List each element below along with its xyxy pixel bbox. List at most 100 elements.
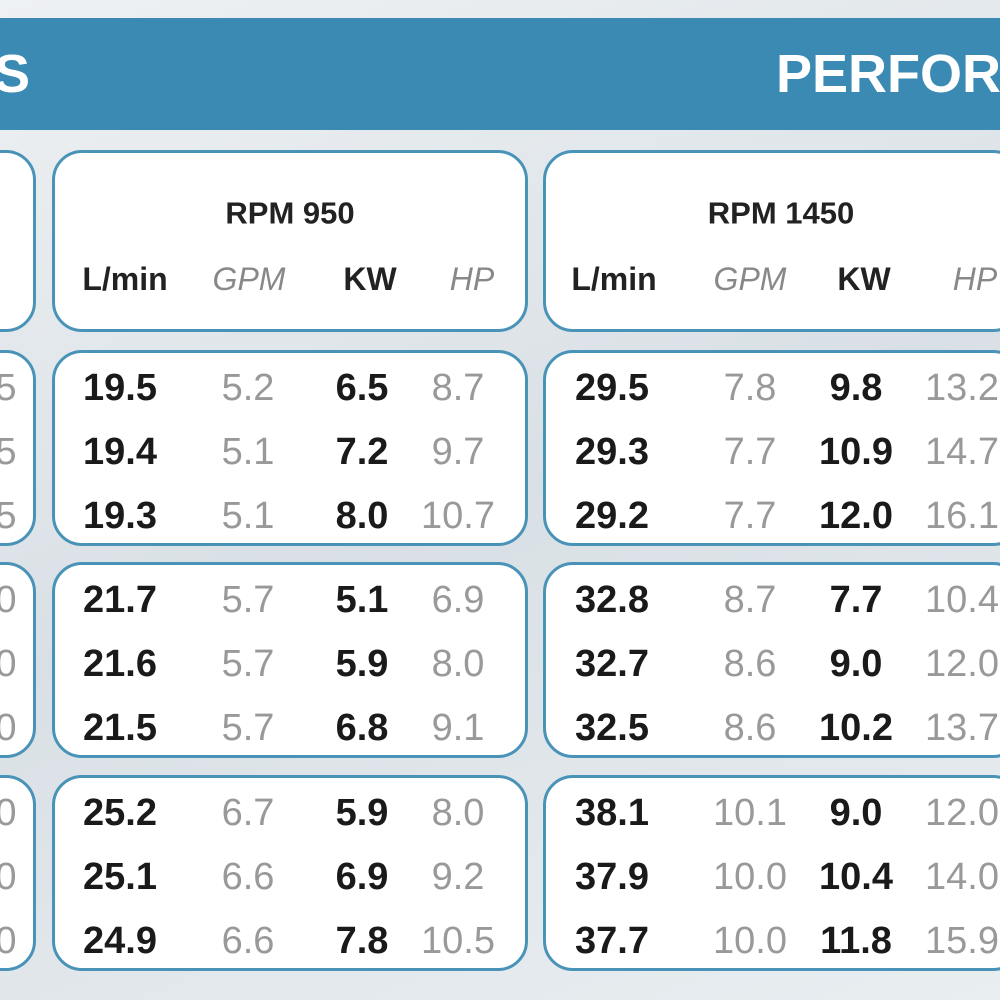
cell: 7.8 [723, 367, 777, 409]
cell: 37.7 [575, 920, 649, 962]
header-right: PERFOR [776, 44, 1000, 104]
column-header: L/min [571, 261, 657, 297]
cell: 10.4 [925, 579, 999, 621]
cell-fragment: 0 [0, 856, 17, 898]
cell: 38.1 [575, 792, 649, 834]
header-box [52, 150, 528, 332]
cell: 13.2 [925, 367, 999, 409]
header-bar [0, 18, 1000, 130]
column-header: GPM [713, 261, 787, 297]
cell: 19.5 [83, 367, 157, 409]
data-box [543, 775, 1000, 971]
header-box [0, 150, 36, 332]
cell: 8.7 [723, 579, 777, 621]
cell-fragment: 0 [0, 579, 17, 621]
cell: 5.1 [221, 431, 275, 473]
cell: 10.0 [713, 856, 787, 898]
header-box [543, 150, 1000, 332]
cell: 21.7 [83, 579, 157, 621]
cell: 9.0 [829, 643, 883, 685]
cell: 29.3 [575, 431, 649, 473]
cell: 8.7 [431, 367, 485, 409]
cell: 7.8 [335, 920, 389, 962]
cell-fragment: 0 [0, 707, 17, 749]
cell: 5.7 [221, 579, 275, 621]
cell-fragment: 5 [0, 431, 17, 473]
cell: 9.1 [431, 707, 485, 749]
cell-fragment: 0 [0, 792, 17, 834]
cell: 5.1 [335, 579, 389, 621]
cell: 21.5 [83, 707, 157, 749]
cell: 10.9 [819, 431, 893, 473]
cell: 10.0 [713, 920, 787, 962]
cell: 6.9 [335, 856, 389, 898]
cell: 8.0 [431, 792, 485, 834]
cell: 6.8 [335, 707, 389, 749]
cell: 32.8 [575, 579, 649, 621]
cell: 7.2 [335, 431, 389, 473]
column-header: KW [343, 261, 397, 297]
cell: 6.6 [221, 920, 275, 962]
column-header: HP [952, 261, 998, 297]
cell: 10.7 [421, 495, 495, 537]
cell: 5.9 [335, 643, 389, 685]
data-box [0, 775, 36, 971]
cell: 32.5 [575, 707, 649, 749]
cell: 10.5 [421, 920, 495, 962]
cell-fragment: 0 [0, 643, 17, 685]
cell: 32.7 [575, 643, 649, 685]
data-box [52, 350, 528, 546]
data-box [52, 562, 528, 758]
cell: 7.7 [829, 579, 883, 621]
group-title: RPM 1450 [707, 195, 855, 231]
cell: 37.9 [575, 856, 649, 898]
cell: 9.8 [829, 367, 883, 409]
cell: 14.0 [925, 856, 999, 898]
cell: 6.5 [335, 367, 389, 409]
data-box [543, 350, 1000, 546]
cell: 9.0 [829, 792, 883, 834]
cell: 19.3 [83, 495, 157, 537]
cell: 8.6 [723, 707, 777, 749]
cell: 12.0 [925, 792, 999, 834]
column-header: L/min [82, 261, 168, 297]
header-left: S [0, 44, 31, 104]
cell: 13.7 [925, 707, 999, 749]
cell: 5.9 [335, 792, 389, 834]
cell: 10.1 [713, 792, 787, 834]
cell: 6.7 [221, 792, 275, 834]
data-box [543, 562, 1000, 758]
cell: 7.7 [723, 495, 777, 537]
cell: 19.4 [83, 431, 157, 473]
cell-fragment: 5 [0, 495, 17, 537]
cell: 8.0 [431, 643, 485, 685]
cell: 5.2 [221, 367, 275, 409]
cell: 11.8 [820, 920, 892, 962]
column-header: GPM [212, 261, 286, 297]
cell: 8.0 [335, 495, 389, 537]
cell: 10.2 [819, 707, 893, 749]
cell: 8.6 [723, 643, 777, 685]
data-box [52, 775, 528, 971]
cell: 25.1 [83, 856, 157, 898]
cell: 6.6 [221, 856, 275, 898]
cell: 25.2 [83, 792, 157, 834]
cell: 15.9 [925, 920, 999, 962]
column-header: KW [837, 261, 891, 297]
cell: 16.1 [925, 495, 999, 537]
cell: 29.5 [575, 367, 649, 409]
cell: 10.4 [819, 856, 893, 898]
cell: 21.6 [83, 643, 157, 685]
cell-fragment: 5 [0, 367, 17, 409]
cell: 14.7 [925, 431, 999, 473]
cell: 12.0 [819, 495, 893, 537]
cell: 5.7 [221, 643, 275, 685]
cell: 24.9 [83, 920, 157, 962]
group-title: RPM 950 [225, 195, 355, 231]
cell: 12.0 [925, 643, 999, 685]
cell: 29.2 [575, 495, 649, 537]
cell: 7.7 [723, 431, 777, 473]
cell-fragment: 0 [0, 920, 17, 962]
cell: 5.7 [221, 707, 275, 749]
